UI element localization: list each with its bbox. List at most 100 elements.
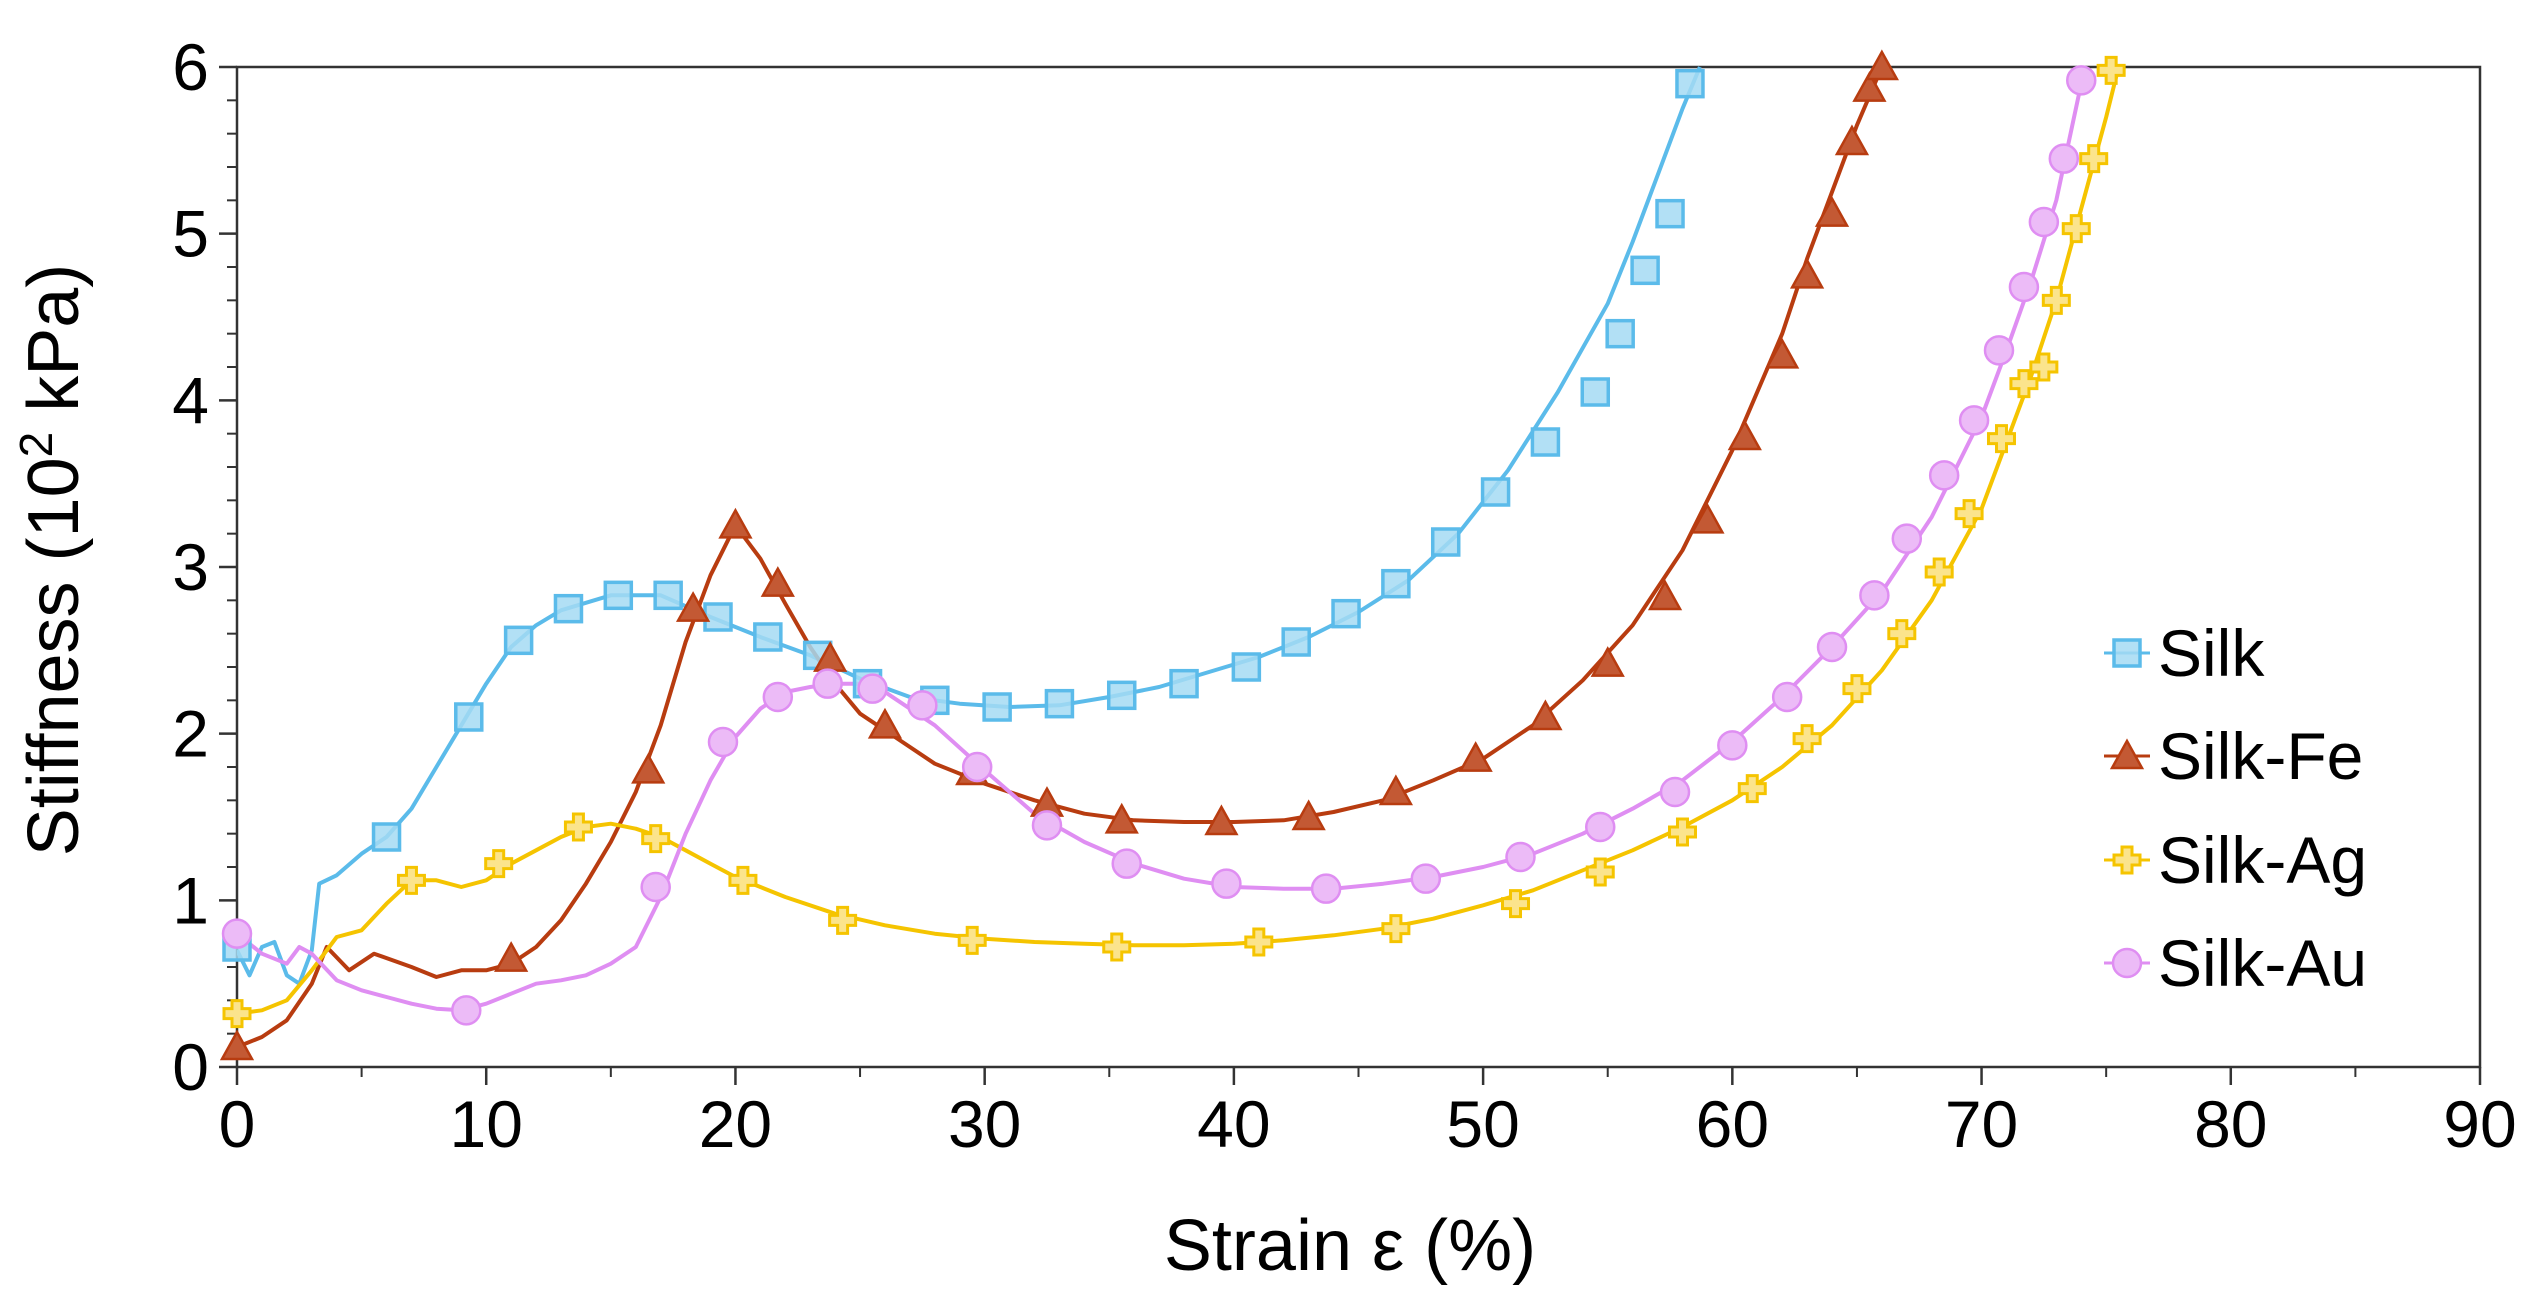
data-point-silk-fe — [1590, 646, 1625, 677]
data-point-silk-fe — [1104, 802, 1139, 834]
y-axis-title-unit: kPa) — [14, 264, 94, 432]
data-point-silk-ag — [2041, 285, 2071, 315]
data-point-silk-fe — [631, 752, 666, 784]
data-point-silk — [603, 580, 634, 611]
data-point-silk-ag — [1737, 774, 1767, 804]
data-point-silk-fe — [1814, 196, 1850, 227]
x-tick-label: 80 — [2194, 1087, 2267, 1161]
data-point-silk — [553, 593, 584, 624]
data-point-silk-au — [1859, 580, 1890, 611]
legend-marker-silk-fe — [2104, 738, 2150, 770]
series-line-silk-fe — [237, 66, 1884, 1049]
data-point-silk-fe — [1864, 49, 1899, 81]
data-point-silk — [454, 702, 484, 732]
data-point-silk-au — [1584, 811, 1616, 843]
y-tick-label: 1 — [172, 863, 209, 937]
data-point-silk-au — [2028, 206, 2060, 238]
y-axis-title: Stiffness (102 kPa) — [10, 264, 94, 857]
data-point-silk-ag — [563, 812, 593, 842]
y-axis-title-base: Stiffness (10 — [14, 457, 94, 856]
data-point-silk-ag — [1986, 424, 2016, 454]
series-markers — [219, 49, 2126, 1061]
data-point-silk — [1655, 198, 1685, 229]
data-point-silk-ag — [1954, 499, 1984, 529]
data-point-silk-au — [1771, 681, 1803, 713]
y-tick-label: 5 — [172, 197, 209, 271]
data-point-silk-fe — [760, 566, 795, 597]
x-tick-label: 20 — [699, 1087, 772, 1161]
data-point-silk-au — [1211, 868, 1242, 899]
data-point-silk-ag — [2096, 55, 2126, 85]
data-point-silk-au — [1816, 631, 1848, 663]
legend-entry-silk-ag: Silk-Ag — [2104, 823, 2367, 897]
data-point-silk — [1281, 627, 1311, 657]
x-axis-title: Strain ε (%) — [1164, 1206, 1536, 1286]
y-axis-title-exponent: 2 — [10, 432, 62, 458]
data-point-silk — [1381, 568, 1411, 599]
data-point-silk — [1044, 688, 1075, 719]
data-point-silk-ag — [2061, 214, 2091, 244]
data-point-silk-ag — [1381, 914, 1411, 944]
data-point-silk-au — [1928, 460, 1960, 491]
data-point-silk — [1331, 598, 1361, 629]
data-point-silk-au — [762, 681, 794, 713]
data-point-silk-fe — [1458, 741, 1493, 772]
y-tick-label: 3 — [172, 530, 209, 604]
data-point-silk-fe — [1852, 71, 1887, 102]
x-tick-label: 0 — [219, 1087, 256, 1161]
data-point-silk-ag — [1842, 674, 1872, 704]
legend-entry-silk: Silk — [2104, 616, 2265, 690]
legend-symbol-silk-fe — [2109, 738, 2145, 770]
data-point-silk-fe — [1647, 579, 1683, 611]
x-tick-label: 30 — [948, 1087, 1021, 1161]
data-point-silk-ag — [2079, 144, 2109, 174]
data-point-silk-au — [2008, 271, 2040, 303]
data-point-silk-au — [812, 668, 843, 699]
legend-marker-silk-ag — [2104, 845, 2150, 875]
data-point-silk-fe — [1528, 699, 1563, 731]
data-point-silk-ag — [1102, 932, 1132, 962]
x-tick-label: 90 — [2443, 1087, 2516, 1161]
data-point-silk-ag — [1667, 817, 1697, 847]
data-point-silk — [1530, 427, 1561, 457]
y-tick-label: 4 — [172, 363, 209, 437]
legend-label-silk-ag: Silk-Ag — [2158, 823, 2367, 897]
data-point-silk-au — [451, 995, 482, 1026]
data-point-silk — [703, 602, 733, 632]
data-point-silk — [371, 822, 402, 852]
data-point-silk-au — [707, 726, 739, 758]
data-point-silk-fe — [1789, 257, 1825, 289]
data-point-silk-au — [1111, 848, 1142, 879]
data-point-silk — [1169, 668, 1199, 699]
data-point-silk — [503, 625, 534, 656]
legend-entry-silk-fe: Silk-Fe — [2104, 719, 2363, 793]
data-point-silk-ag — [2009, 369, 2039, 399]
data-point-silk — [1630, 255, 1660, 286]
data-point-silk-au — [221, 918, 253, 949]
data-point-silk-ag — [1501, 889, 1531, 919]
data-point-silk-ag — [728, 865, 758, 895]
data-point-silk-fe — [1690, 502, 1725, 534]
data-point-silk — [1675, 68, 1705, 99]
plot-frame — [235, 65, 2482, 1069]
tick-labels: 0 10 20 30 40 50 60 70 80 90 0 1 2 3 4 5 6 — [172, 30, 2516, 1161]
x-tick-label: 60 — [1696, 1087, 1769, 1161]
data-point-silk-ag — [484, 849, 514, 879]
legend-label-silk: Silk — [2158, 616, 2265, 690]
data-point-silk-au — [1505, 841, 1536, 873]
data-point-silk-fe — [1378, 774, 1414, 806]
data-point-silk-fe — [1204, 804, 1239, 836]
legend-symbol-silk — [2112, 638, 2142, 668]
y-tick-label: 0 — [172, 1030, 209, 1104]
data-point-silk-fe — [219, 1029, 255, 1061]
data-point-silk-ag — [1792, 724, 1822, 754]
data-point-silk-fe — [1291, 799, 1326, 831]
x-tick-label: 50 — [1446, 1087, 1519, 1161]
data-point-silk-au — [2065, 65, 2097, 96]
data-point-silk-fe — [1765, 337, 1800, 369]
data-point-silk-ag — [1924, 557, 1954, 587]
data-point-silk-fe — [1727, 419, 1762, 451]
data-point-silk-ag — [222, 999, 252, 1029]
data-point-silk-au — [1958, 405, 1990, 436]
